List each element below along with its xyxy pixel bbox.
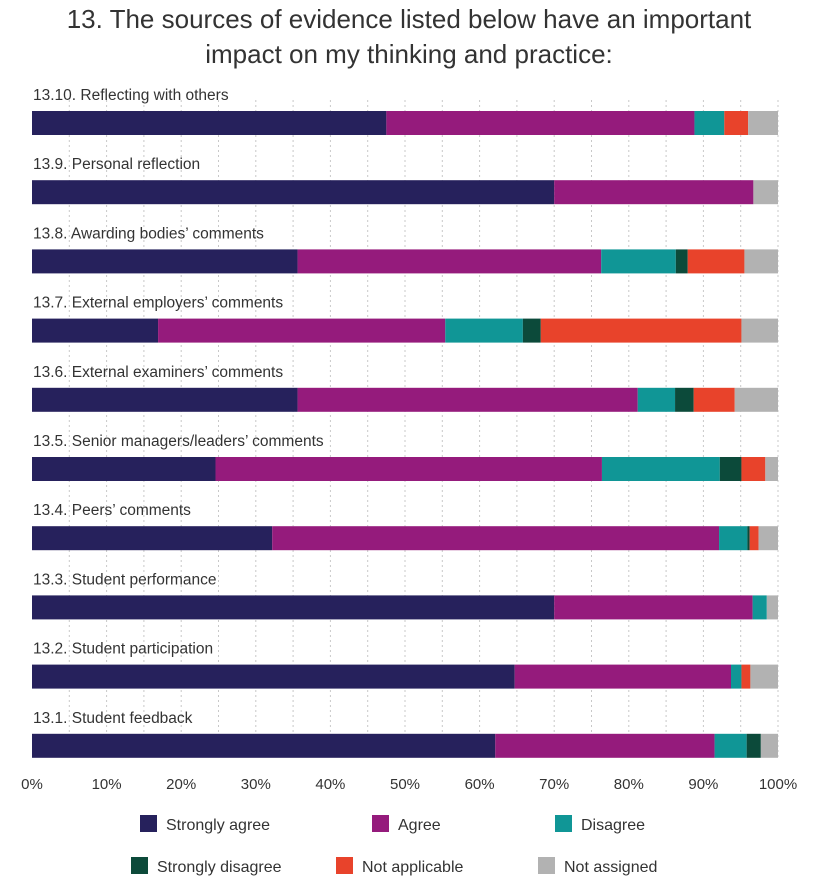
title-line: impact on my thinking and practice: [205,39,613,69]
bar-segment [719,457,742,481]
bar-segment [753,180,778,205]
x-tick-label: 50% [390,776,420,793]
bar-segment [724,111,749,135]
bar-segment [747,526,750,551]
category-label: 13.4. Peers’ comments [33,502,191,519]
x-axis-ticks: 0% 10% 20% 30% 40% 50% 60% 70% 80% 90% 100% [21,776,797,793]
chart-title: 13. The sources of evidence listed below… [67,4,752,69]
category-label: 13.10. Reflecting with others [33,87,229,104]
x-tick-label: 70% [539,776,569,793]
bar-segment [32,249,298,274]
bar-segment [750,664,778,689]
bar-segment [297,249,602,274]
bar-segment [749,526,759,551]
bar-segment [746,733,761,758]
category-label: 13.8. Awarding bodies’ comments [33,225,264,242]
bar-segment [741,664,751,689]
x-tick-label: 80% [614,776,644,793]
legend-label: Strongly disagree [157,859,282,876]
bar-segment [719,526,748,551]
legend-swatch [555,815,572,832]
bar-segment [765,457,778,481]
bar-segment [694,111,725,135]
bar-segment [32,526,273,551]
x-tick-label: 60% [465,776,495,793]
category-label: 13.1. Student feedback [33,710,193,727]
bar-segment [554,595,753,620]
gridlines [68,100,779,760]
legend-swatch [131,857,148,874]
bar-segment [495,733,715,758]
legend-label: Agree [398,817,441,834]
bar-segment [637,387,676,412]
bar-segment [386,111,695,135]
bar-segment [32,664,515,689]
bar-segment [32,457,216,481]
bar-segment [522,318,541,343]
category-label: 13.3. Student performance [33,571,217,588]
bar-segment [297,387,638,412]
bar-segment [601,249,676,274]
bar-segment [731,664,742,689]
x-tick-label: 20% [166,776,196,793]
bar-segment [748,111,778,135]
bars [32,111,778,758]
bar-segment [32,595,555,620]
legend: Strongly agree Agree Disagree Strongly disa… [131,815,657,876]
bar-segment [158,318,446,343]
bar-segment [32,387,298,412]
legend-label: Not applicable [362,859,464,876]
x-tick-label: 90% [688,776,718,793]
legend-swatch [538,857,555,874]
bar-segment [32,180,555,205]
bar-segment [514,664,732,689]
bar-segment [554,180,754,205]
bar-segment [687,249,745,274]
bar-segment [752,595,767,620]
bar-segment [741,318,778,343]
bar-segment [675,387,694,412]
category-label: 13.6. External examiners’ comments [33,364,283,381]
bar-segment [32,318,159,343]
bar-segment [744,249,778,274]
category-label: 13.2. Student participation [33,641,213,658]
bar-segment [272,526,720,551]
legend-swatch [336,857,353,874]
bar-segment [32,733,496,758]
bar-segment [540,318,742,343]
category-label: 13.5. Senior managers/leaders’ comments [33,433,324,450]
x-tick-label: 30% [241,776,271,793]
bar-segment [734,387,778,412]
bar-segment [32,111,387,135]
legend-label: Not assigned [564,859,657,876]
bar-segment [741,457,766,481]
bar-segment [758,526,778,551]
title-line: 13. The sources of evidence listed below… [67,4,752,34]
legend-label: Disagree [581,817,645,834]
bar-segment [675,249,688,274]
bar-segment [714,733,747,758]
bar-segment [760,733,778,758]
x-tick-label: 10% [92,776,122,793]
category-label: 13.9. Personal reflection [33,156,200,173]
legend-swatch [372,815,389,832]
x-tick-label: 40% [315,776,345,793]
bar-segment [766,595,778,620]
bar-segment [445,318,523,343]
legend-label: Strongly agree [166,817,270,834]
bar-segment [215,457,602,481]
x-tick-label: 100% [759,776,797,793]
category-label: 13.7. External employers’ comments [33,295,283,312]
bar-segment [601,457,720,481]
x-tick-label: 0% [21,776,43,793]
legend-swatch [140,815,157,832]
bar-segment [693,387,735,412]
category-labels: 13.10. Reflecting with others 13.9. Perso… [33,87,324,727]
